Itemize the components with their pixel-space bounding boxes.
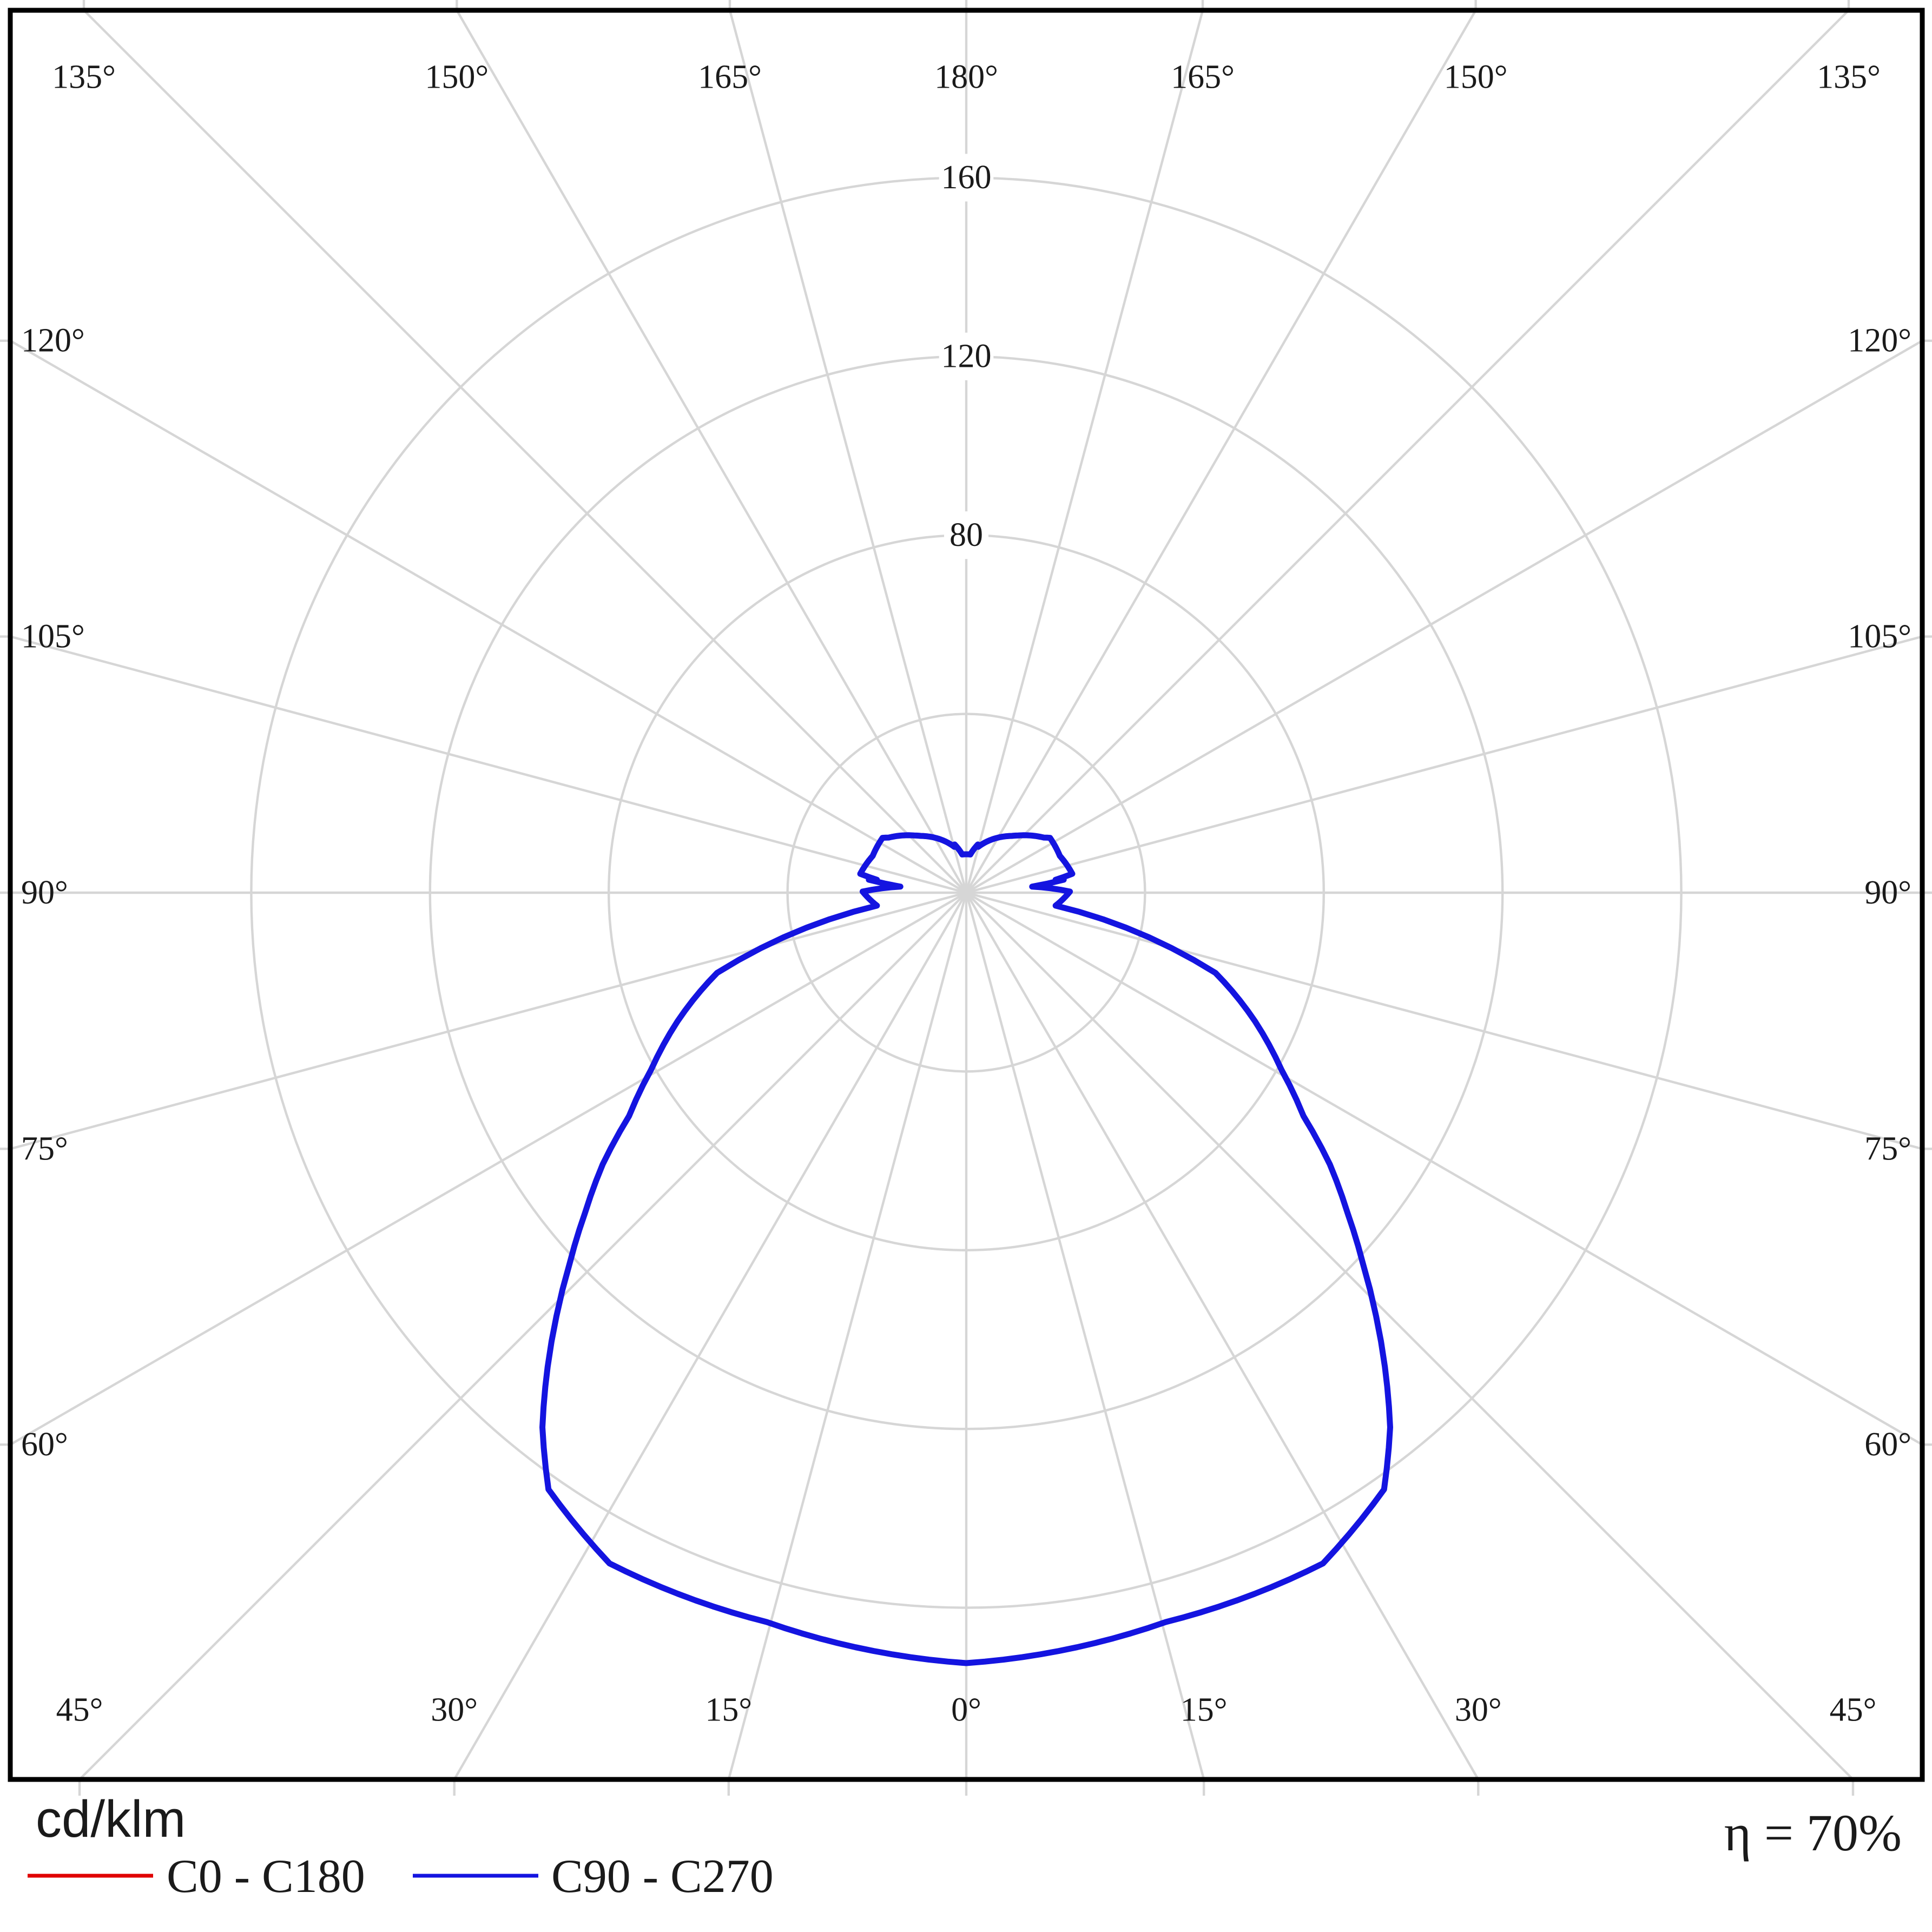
svg-text:135°: 135° — [1817, 58, 1881, 95]
svg-text:80: 80 — [949, 517, 983, 553]
svg-text:180°: 180° — [934, 58, 998, 95]
svg-text:cd/klm: cd/klm — [36, 1790, 186, 1848]
svg-text:45°: 45° — [56, 1691, 103, 1728]
svg-text:0°: 0° — [951, 1691, 981, 1728]
svg-text:150°: 150° — [1444, 58, 1508, 95]
svg-text:30°: 30° — [1455, 1691, 1502, 1728]
svg-text:160: 160 — [941, 159, 992, 196]
svg-text:105°: 105° — [21, 618, 85, 655]
svg-text:C0 - C180: C0 - C180 — [167, 1850, 365, 1903]
svg-text:90°: 90° — [1864, 874, 1911, 911]
svg-text:45°: 45° — [1830, 1691, 1877, 1728]
svg-text:15°: 15° — [1181, 1691, 1228, 1728]
svg-text:120: 120 — [941, 338, 992, 375]
svg-text:60°: 60° — [1864, 1426, 1911, 1463]
svg-text:75°: 75° — [1864, 1130, 1911, 1167]
svg-text:120°: 120° — [1848, 322, 1911, 359]
svg-text:η = 70%: η = 70% — [1724, 1804, 1902, 1862]
svg-text:165°: 165° — [698, 58, 762, 95]
svg-text:120°: 120° — [21, 322, 85, 359]
svg-text:135°: 135° — [52, 58, 116, 95]
svg-text:75°: 75° — [21, 1130, 68, 1167]
svg-text:15°: 15° — [705, 1691, 752, 1728]
svg-text:30°: 30° — [431, 1691, 478, 1728]
svg-text:105°: 105° — [1848, 618, 1911, 655]
svg-text:60°: 60° — [21, 1426, 68, 1463]
svg-text:165°: 165° — [1171, 58, 1235, 95]
svg-text:C90 - C270: C90 - C270 — [551, 1850, 774, 1903]
svg-text:150°: 150° — [425, 58, 489, 95]
svg-text:90°: 90° — [21, 874, 68, 911]
